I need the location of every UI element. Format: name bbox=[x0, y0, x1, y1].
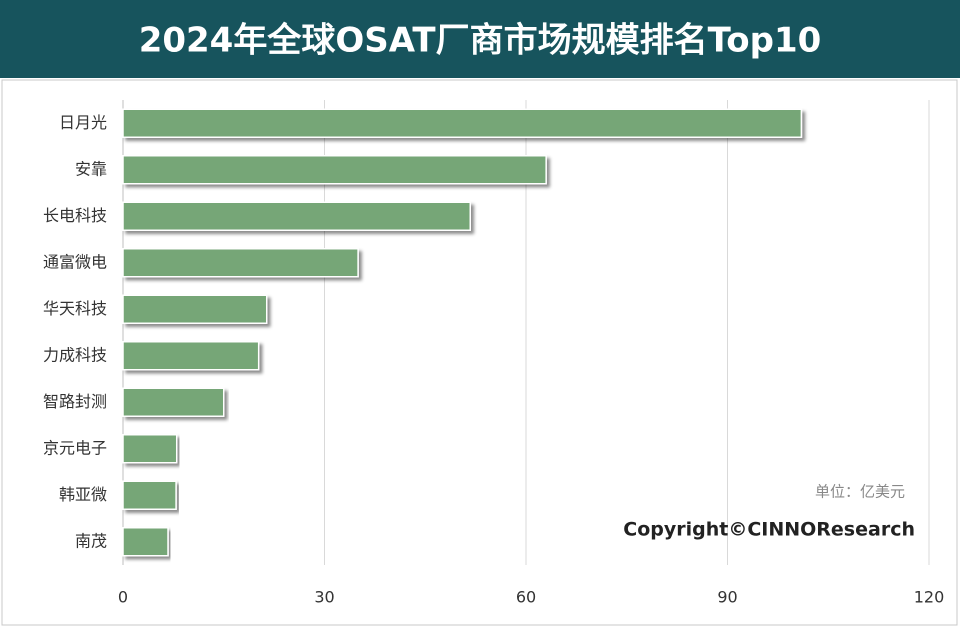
y-tick-label: 通富微电 bbox=[43, 252, 107, 271]
y-tick-label: 力成科技 bbox=[43, 345, 107, 364]
bar bbox=[122, 248, 359, 278]
bar bbox=[122, 527, 169, 557]
title-band bbox=[0, 0, 960, 78]
y-tick-label: 长电科技 bbox=[43, 206, 107, 225]
chart-title: 2024年全球OSAT厂商市场规模排名Top10 bbox=[139, 21, 822, 61]
bar bbox=[122, 201, 472, 231]
y-tick-label: 智路封测 bbox=[43, 392, 107, 411]
y-tick-label: 安靠 bbox=[75, 159, 107, 178]
y-tick-label: 华天科技 bbox=[43, 299, 107, 318]
bar bbox=[122, 387, 225, 417]
bar bbox=[122, 155, 547, 185]
y-tick-label: 日月光 bbox=[59, 113, 107, 132]
bar bbox=[122, 480, 177, 510]
x-tick-label: 30 bbox=[314, 588, 334, 607]
bar bbox=[122, 434, 178, 464]
y-tick-label: 韩亚微 bbox=[59, 485, 107, 504]
x-tick-label: 90 bbox=[717, 588, 737, 607]
y-tick-label: 南茂 bbox=[75, 531, 107, 550]
bar bbox=[122, 294, 268, 324]
y-tick-label: 京元电子 bbox=[43, 438, 107, 457]
bar bbox=[122, 108, 803, 138]
copyright: Copyright©CINNOResearch bbox=[623, 519, 915, 541]
unit-note: 单位：亿美元 bbox=[815, 483, 905, 501]
x-tick-label: 0 bbox=[118, 588, 128, 607]
x-tick-label: 120 bbox=[914, 588, 945, 607]
x-tick-label: 60 bbox=[516, 588, 536, 607]
bar bbox=[122, 341, 260, 371]
